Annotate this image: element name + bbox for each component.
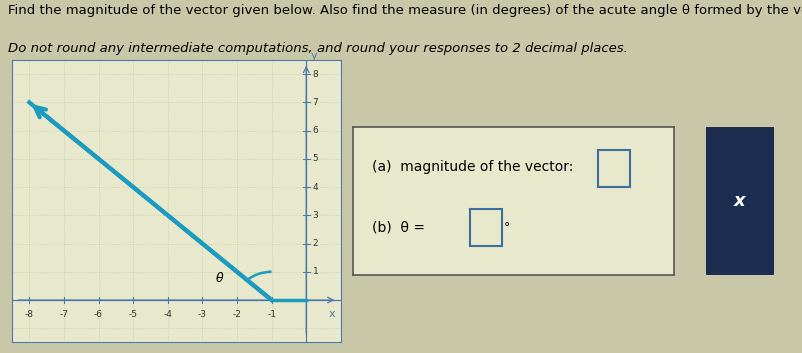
Text: 4: 4	[313, 183, 318, 192]
Text: -4: -4	[164, 310, 172, 319]
Text: -6: -6	[94, 310, 103, 319]
Text: 3: 3	[313, 211, 318, 220]
FancyBboxPatch shape	[598, 150, 630, 187]
Text: °: °	[504, 221, 510, 234]
FancyBboxPatch shape	[470, 209, 502, 246]
Text: -3: -3	[198, 310, 207, 319]
Text: 7: 7	[313, 98, 318, 107]
Text: Do not round any intermediate computations, and round your responses to 2 decima: Do not round any intermediate computatio…	[8, 42, 628, 55]
Text: 1: 1	[313, 267, 318, 276]
Text: x: x	[734, 192, 746, 210]
Text: 8: 8	[313, 70, 318, 79]
Text: 2: 2	[313, 239, 318, 248]
Text: y: y	[310, 52, 317, 61]
Text: x: x	[329, 309, 335, 318]
Text: (a)  magnitude of the vector:: (a) magnitude of the vector:	[372, 160, 573, 174]
Text: 5: 5	[313, 154, 318, 163]
Text: -2: -2	[233, 310, 241, 319]
Text: θ: θ	[216, 271, 224, 285]
Text: (b)  θ =: (b) θ =	[372, 221, 430, 235]
Text: -5: -5	[128, 310, 138, 319]
Text: Find the magnitude of the vector given below. Also find the measure (in degrees): Find the magnitude of the vector given b…	[8, 4, 802, 17]
Text: -7: -7	[59, 310, 68, 319]
Text: 6: 6	[313, 126, 318, 135]
Text: -8: -8	[25, 310, 34, 319]
Text: -1: -1	[267, 310, 276, 319]
